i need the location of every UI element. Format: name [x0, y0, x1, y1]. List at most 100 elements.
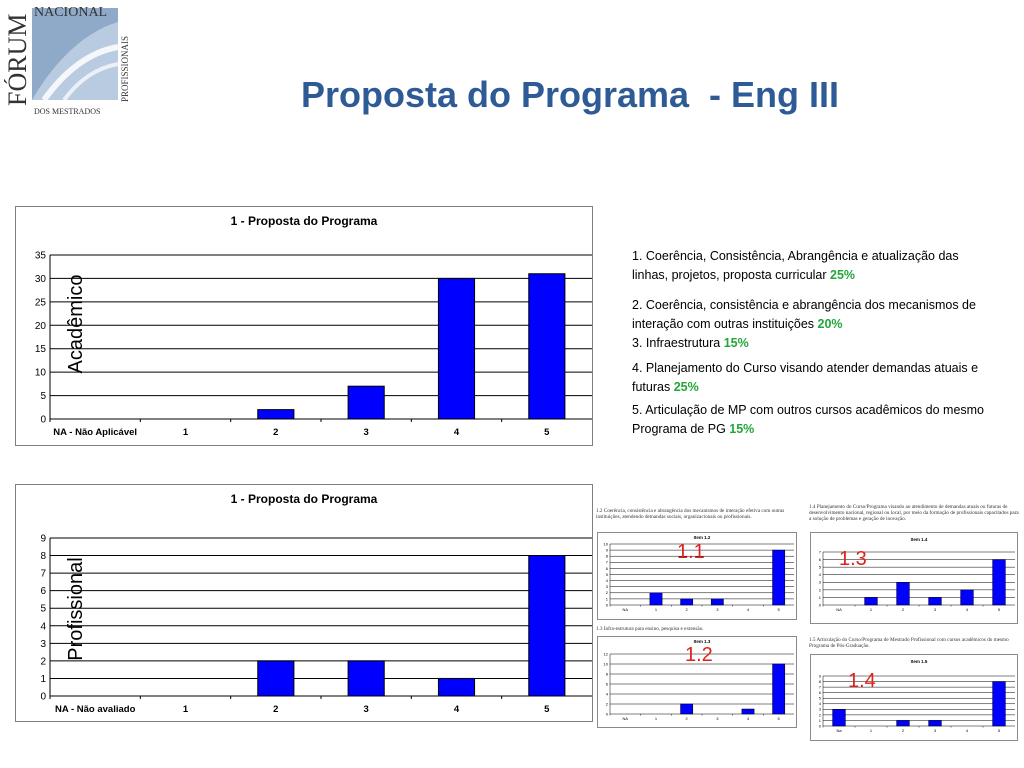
bar	[437, 277, 476, 420]
y-tick-label: 4	[606, 691, 609, 696]
criterion-4: 4. Planejamento do Curso visando atender…	[632, 361, 979, 394]
y-tick-label: 1	[819, 595, 822, 600]
y-tick-label: 2	[819, 712, 822, 717]
chart-academico-svg: 1 - Proposta do Programa05101520253035NA…	[35, 214, 592, 438]
chart-profissional: 1 - Proposta do Programa 0 1 2 3 4 5 6 7 8 9 NA - N…	[15, 484, 593, 722]
category-label: NA	[623, 716, 629, 721]
y-tick-label: 9	[40, 534, 46, 545]
y-tick-label: 4	[606, 578, 609, 583]
bar	[741, 708, 755, 715]
category-label: NA - Não Aplicável	[53, 427, 137, 438]
mini-label-1-2: 1.2	[685, 644, 713, 666]
y-tick-label: 30	[35, 274, 47, 285]
category-label: 1	[870, 607, 873, 612]
category-label: 2	[902, 607, 905, 612]
category-label: 1	[870, 728, 873, 733]
category-label: 3	[364, 704, 369, 715]
category-label: NA	[836, 607, 842, 612]
y-tick-label: 0	[606, 602, 609, 607]
chart-title: 1 - Proposta do Programa	[231, 492, 378, 506]
logo-nacional: NACIONAL	[34, 5, 107, 20]
y-tick-label: 3	[606, 584, 609, 589]
y-tick-label: 2	[606, 701, 609, 706]
bar	[437, 677, 476, 697]
chart-academico: 1 - Proposta do Programa 0 5 10 15 20 25 30 35 NA…	[15, 206, 593, 446]
category-label: 4	[747, 716, 750, 721]
y-tick-label: 10	[35, 368, 47, 379]
bar	[528, 555, 566, 697]
bar	[896, 720, 910, 727]
forum-logo: NACIONAL FÓRUM PROFISSIONAIS DOS MESTRAD…	[3, 2, 130, 116]
category-label: 4	[454, 427, 460, 438]
mini-label-1-3: 1.3	[839, 548, 867, 570]
category-label: 5	[778, 607, 781, 612]
chart-title: Item 1.3	[694, 639, 711, 644]
bar	[772, 549, 786, 606]
category-label: 1	[655, 607, 658, 612]
mini-caption: 1.3 Infra-estrutura para ensino, pesquis…	[596, 626, 704, 632]
y-tick-label: 8	[819, 679, 822, 684]
y-tick-label: 0	[40, 692, 46, 703]
y-tick-label: 10	[604, 661, 609, 666]
bar	[928, 720, 942, 727]
category-label: 2	[273, 704, 278, 715]
y-tick-label: 35	[35, 251, 47, 262]
chart-title: Item 1.2	[694, 535, 711, 540]
bar	[347, 660, 385, 697]
category-label: 4	[966, 607, 969, 612]
bar	[896, 582, 910, 606]
criterion-5: 5. Articulação de MP com outros cursos a…	[632, 403, 985, 436]
y-tick-label: 6	[819, 690, 822, 695]
bar	[928, 597, 942, 606]
y-tick-label: 3	[819, 707, 822, 712]
y-tick-label: 15	[35, 344, 47, 355]
y-tick-label: 0	[819, 602, 822, 607]
category-label: 4	[454, 704, 460, 715]
mini-chart-svg: Item 1.4 0 1 2 3 4 5 6 7 NA 1 2 3 4 5	[819, 537, 1015, 612]
category-label: 1	[655, 716, 658, 721]
bar	[347, 385, 385, 420]
y-tick-label: 9	[819, 673, 822, 678]
category-label: 2	[902, 728, 905, 733]
y-tick-label: 7	[40, 569, 46, 580]
logo-forum: FÓRUM	[4, 14, 32, 106]
category-label: 5	[778, 716, 781, 721]
bar	[257, 409, 295, 420]
category-label: NA	[623, 607, 629, 612]
category-label: 3	[716, 716, 719, 721]
category-label: 1	[183, 704, 189, 715]
y-tick-label: 7	[819, 549, 822, 554]
chart-title: 1 - Proposta do Programa	[231, 214, 378, 228]
category-label: NA - Não avaliado	[55, 704, 136, 715]
mini-chart-item-1-5: 1.5 Articulação do Curso/Programa de Mes…	[809, 637, 1019, 741]
y-tick-label: 2	[819, 587, 822, 592]
criteria-list: 1. Coerência, Consistência, Abrangência …	[632, 247, 984, 439]
logo-profissionais: PROFISSIONAIS	[120, 36, 130, 102]
category-label: 2	[273, 427, 278, 438]
chart-profissional-svg: 1 - Proposta do Programa 0 1 2 3 4 5 6 7 8 9 NA - N…	[40, 492, 592, 715]
y-tick-label: 4	[819, 572, 822, 577]
category-label: 3	[934, 728, 937, 733]
y-tick-label: 7	[606, 560, 609, 565]
chart-title: Item 1.5	[911, 659, 928, 664]
criterion-3: 3. Infraestrutura 15%	[632, 336, 749, 350]
y-tick-label: 10	[604, 541, 609, 546]
y-tick-label: 1	[819, 718, 822, 723]
mini-label-1-1: 1.1	[677, 541, 705, 563]
y-tick-label: 5	[819, 696, 822, 701]
bar	[528, 273, 566, 420]
category-label: 1	[183, 427, 189, 438]
side-label-profissional: Profissional	[65, 557, 87, 661]
y-tick-label: 1	[40, 674, 46, 685]
mini-chart-item-1-3: 1.3 Infra-estrutura para ensino, pesquis…	[596, 626, 798, 728]
criterion-2: 2. Coerência, consistência e abrangência…	[632, 298, 976, 331]
bar	[257, 660, 295, 697]
y-tick-label: 6	[40, 586, 46, 597]
y-tick-label: 12	[604, 651, 609, 656]
mini-chart-item-1-4: 1.4 Planejamento do Curso/Programa visan…	[809, 504, 1019, 624]
category-label: Na	[836, 728, 842, 733]
y-tick-label: 2	[606, 590, 609, 595]
